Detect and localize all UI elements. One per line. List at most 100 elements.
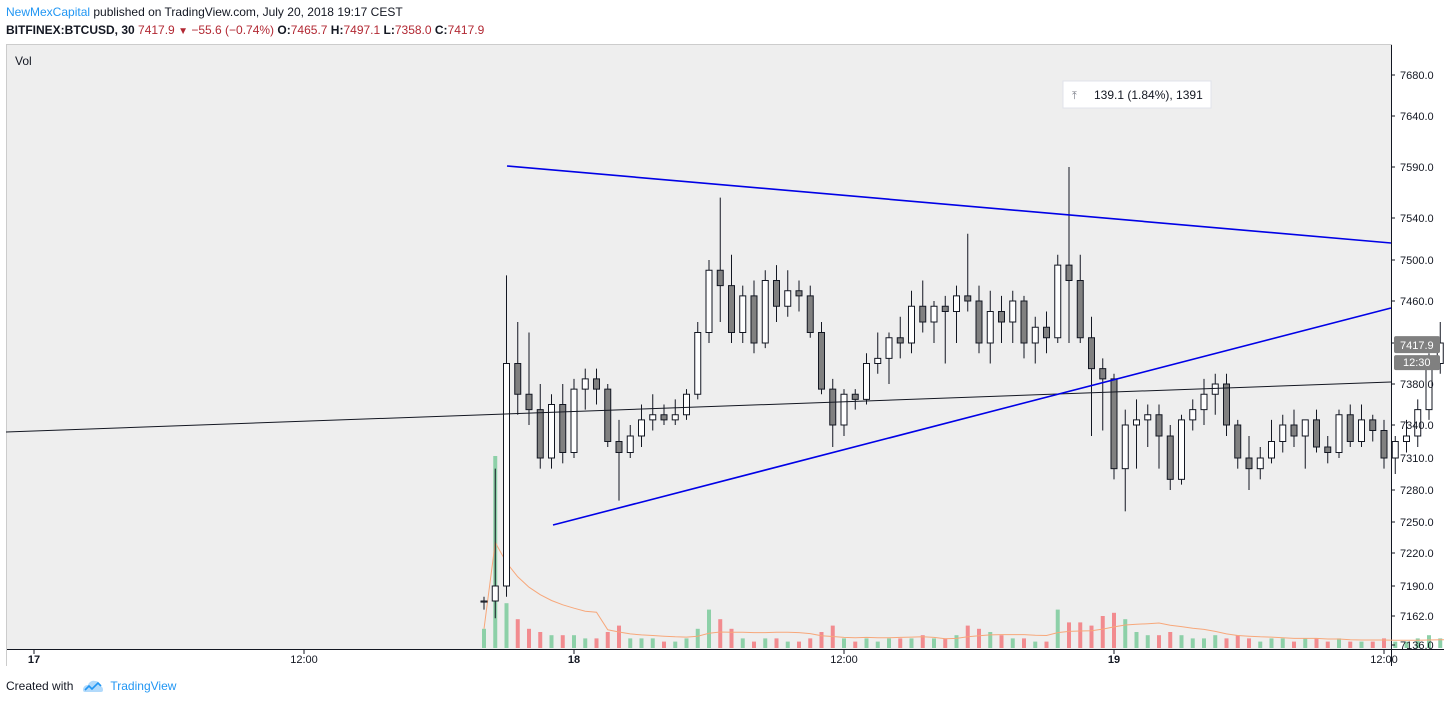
candle-body — [716, 269, 724, 287]
countdown-badge — [1394, 355, 1440, 371]
candle-body — [863, 363, 870, 400]
candle-body — [1009, 300, 1017, 323]
candle-body — [1403, 435, 1410, 442]
candle-body — [660, 414, 668, 421]
indicator-label: Vol — [15, 54, 32, 68]
measure-tooltip-box — [1062, 80, 1212, 109]
candle-body — [1256, 457, 1264, 470]
candle-body — [1414, 409, 1422, 437]
candle-body — [1099, 368, 1107, 380]
volume-bar — [1100, 616, 1105, 648]
price-tick-label: 7680.0 — [1400, 70, 1434, 82]
volume-bar — [808, 638, 813, 648]
tradingview-link[interactable]: TradingView — [110, 679, 177, 693]
open-label: O: — [277, 23, 291, 37]
candle-body — [829, 388, 837, 426]
volume-bar — [1438, 638, 1443, 648]
volume-bar — [1044, 641, 1049, 648]
candle-body — [1436, 342, 1444, 364]
measure-tooltip: ⤒ 139.1 (1.84%), 1391 — [1062, 80, 1212, 109]
volume-bar — [1235, 635, 1240, 648]
volume-bar — [538, 632, 543, 648]
volume-bar — [909, 638, 914, 648]
candle-body — [536, 409, 544, 459]
last-price: 7417.9 — [138, 23, 175, 37]
volume-bar — [842, 638, 846, 648]
volume-bar — [729, 628, 734, 648]
volume-bar — [1168, 632, 1173, 648]
candle-body — [1054, 264, 1062, 339]
candle-body — [1088, 337, 1095, 370]
candle-body — [773, 280, 780, 307]
volume-bar — [1067, 622, 1071, 648]
volume-bar — [527, 628, 531, 648]
candle-body — [1369, 419, 1377, 431]
volume-bar — [1348, 641, 1353, 648]
volume-bar — [684, 638, 689, 648]
price-tick-label: 7136.0 — [1400, 640, 1434, 652]
countdown-label: 12:30 — [1403, 357, 1431, 369]
price-tick-label: 7640.0 — [1400, 111, 1434, 123]
volume-bar — [1314, 638, 1319, 648]
candle-body — [998, 311, 1005, 323]
volume-bar — [1427, 635, 1431, 648]
tradingview-logo-icon[interactable] — [82, 679, 104, 693]
volume-bar — [853, 641, 858, 648]
volume-bar — [1269, 638, 1274, 648]
volume-bar — [785, 641, 790, 648]
volume-bar — [504, 603, 509, 648]
candle-body — [1043, 326, 1050, 339]
candle-body — [1335, 414, 1343, 453]
price-tick-label: 7190.0 — [1400, 581, 1434, 593]
candle-body — [683, 393, 690, 416]
volume-bar — [1247, 638, 1251, 648]
volume-bar — [1370, 641, 1375, 648]
candle-body — [525, 393, 533, 411]
candle-body — [818, 332, 825, 390]
candle-body — [1290, 424, 1298, 437]
volume-bar — [1078, 622, 1083, 648]
candle-body — [986, 311, 994, 344]
low-value: 7358.0 — [394, 23, 432, 37]
volume-ma-line — [483, 540, 1444, 641]
candle-body — [851, 393, 859, 400]
time-tick-label: 12:00 — [830, 654, 858, 666]
current-price-badge — [1394, 336, 1440, 354]
volume-bar — [954, 635, 959, 648]
candle-body — [761, 280, 769, 344]
candle-body — [581, 378, 589, 390]
volume-bar — [1292, 641, 1296, 648]
candle-body — [1144, 414, 1152, 421]
high-label: H: — [330, 23, 344, 37]
volume-bar — [617, 625, 621, 648]
volume-bar — [1224, 638, 1229, 648]
candle-body — [559, 404, 567, 453]
author-link[interactable]: NewMexCapital — [6, 5, 91, 19]
price-tick-label: 7310.0 — [1400, 453, 1434, 465]
volume-bar — [1123, 619, 1128, 648]
candle-body — [874, 357, 882, 364]
volume-bar — [898, 638, 903, 648]
volume-bar — [797, 641, 801, 648]
candle-body — [885, 337, 893, 359]
price-tick-label: 7220.0 — [1400, 548, 1434, 560]
volume-bar — [583, 638, 588, 648]
price-tick-label: 7340.0 — [1400, 420, 1434, 432]
volume-bar — [1033, 641, 1038, 648]
volume-bar — [999, 635, 1004, 648]
candle-body — [649, 414, 657, 421]
volume-bar — [1145, 635, 1150, 648]
volume-bar — [515, 619, 520, 648]
candle-body — [1234, 424, 1242, 459]
current-price-label: 7417.9 — [1400, 340, 1434, 352]
candle-body — [975, 300, 983, 344]
candle-body — [1189, 409, 1197, 421]
candle-body — [1380, 430, 1388, 459]
volume-bar — [482, 628, 486, 648]
candle-body — [908, 305, 915, 344]
price-tick-label: 7380.0 — [1400, 379, 1434, 391]
volume-bar — [1404, 641, 1409, 648]
volume-bar — [1258, 641, 1263, 648]
